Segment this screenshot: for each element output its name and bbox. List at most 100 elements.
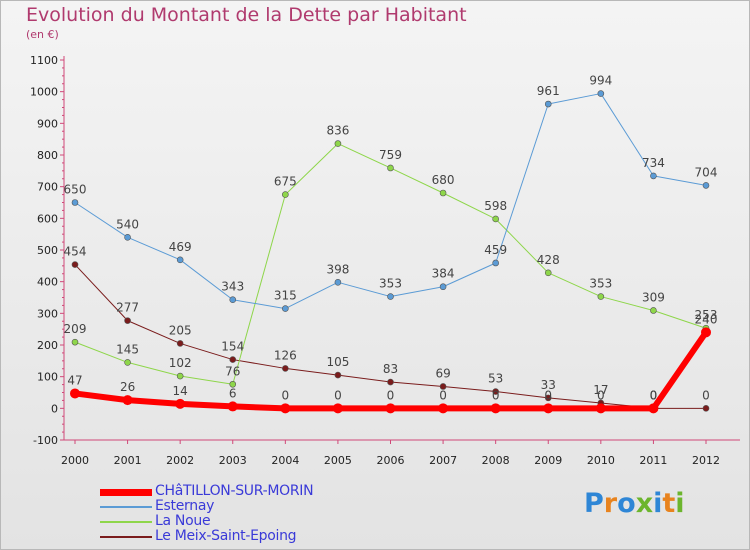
x-tick-label: 2007 — [429, 454, 457, 467]
data-label: 734 — [642, 156, 665, 170]
data-label: 0 — [597, 388, 605, 402]
x-tick-label: 2000 — [61, 454, 89, 467]
data-point — [544, 269, 552, 277]
legend-swatch — [100, 488, 152, 496]
data-point — [650, 307, 657, 314]
data-point — [334, 371, 342, 379]
y-tick-label: 800 — [37, 149, 58, 162]
logo-letter: r — [603, 488, 618, 519]
data-label: 343 — [221, 280, 244, 294]
data-point — [387, 378, 394, 386]
legend-label: La Noue — [155, 513, 211, 529]
data-point — [387, 293, 394, 300]
data-point — [282, 365, 289, 372]
data-point — [438, 403, 449, 414]
data-label: 33 — [541, 378, 556, 392]
data-point — [176, 372, 184, 380]
data-label: 126 — [274, 348, 297, 362]
data-label: 17 — [593, 383, 608, 397]
data-label: 0 — [387, 388, 395, 402]
y-tick-label: 0 — [51, 402, 58, 415]
x-tick-label: 2012 — [692, 454, 720, 467]
legend-label: Esternay — [155, 498, 215, 514]
data-point — [702, 405, 710, 412]
y-tick-label: 400 — [37, 276, 58, 289]
logo-letter: i — [653, 488, 663, 519]
x-tick-label: 2002 — [166, 454, 194, 467]
data-point — [650, 172, 657, 180]
data-point — [176, 340, 184, 347]
data-label: 0 — [702, 388, 710, 402]
data-label: 53 — [488, 372, 503, 386]
data-point — [334, 278, 342, 286]
legend-item: Le Meix-Saint-Epoing — [100, 529, 360, 544]
data-point — [543, 403, 554, 414]
legend-swatch — [100, 536, 152, 538]
data-label: 704 — [695, 165, 718, 179]
data-point — [439, 383, 447, 390]
data-point — [229, 296, 237, 304]
data-label: 469 — [169, 240, 192, 254]
y-tick-label: 600 — [37, 212, 58, 225]
data-label: 14 — [173, 384, 188, 398]
data-point — [544, 100, 552, 108]
data-label: 961 — [537, 84, 560, 98]
x-tick-label: 2009 — [534, 454, 562, 467]
x-tick-label: 2011 — [639, 454, 667, 467]
data-label: 0 — [650, 388, 658, 402]
legend-label: Le Meix-Saint-Epoing — [155, 528, 297, 544]
data-label: 69 — [435, 366, 450, 380]
y-tick-label: 700 — [37, 181, 58, 194]
logo-letter: o — [617, 488, 636, 519]
data-point — [597, 90, 605, 97]
y-tick-label: -100 — [33, 434, 58, 447]
y-tick-label: 200 — [37, 339, 58, 352]
data-point — [227, 401, 238, 412]
logo-letter: i — [675, 488, 685, 519]
data-label: 83 — [383, 362, 398, 376]
data-point — [229, 380, 237, 388]
legend-swatch — [100, 521, 152, 523]
data-point — [332, 403, 343, 414]
data-point — [282, 191, 289, 198]
y-tick-label: 500 — [37, 244, 58, 257]
x-tick-label: 2004 — [271, 454, 299, 467]
data-point — [71, 199, 79, 206]
data-point — [439, 283, 447, 291]
data-point — [124, 234, 131, 241]
axes: -100010020030040050060070080090010001100… — [30, 54, 740, 467]
data-point — [648, 403, 659, 414]
logo-letter: t — [662, 488, 676, 519]
data-label: 309 — [642, 290, 665, 304]
data-label: 0 — [650, 388, 658, 402]
data-point — [492, 388, 499, 395]
data-label: 540 — [116, 217, 139, 231]
data-label: 428 — [537, 253, 560, 267]
data-point — [597, 293, 605, 300]
data-label: 47 — [67, 373, 82, 387]
data-label: 459 — [484, 243, 507, 257]
data-point — [385, 403, 396, 414]
x-tick-label: 2008 — [482, 454, 510, 467]
legend-item: CHâTILLON-SUR-MORIN — [100, 484, 360, 499]
data-point — [71, 261, 79, 268]
data-point — [282, 305, 289, 312]
data-point — [124, 359, 131, 366]
data-label: 759 — [379, 148, 402, 162]
data-label: 102 — [169, 356, 192, 370]
legend-swatch — [100, 506, 152, 508]
legend-label: CHâTILLON-SUR-MORIN — [155, 483, 314, 499]
chart-title: Evolution du Montant de la Dette par Hab… — [26, 4, 467, 26]
x-tick-label: 2005 — [324, 454, 352, 467]
data-label: 145 — [116, 342, 139, 356]
data-point — [439, 189, 447, 197]
data-point — [595, 403, 606, 414]
proxiti-logo: Proxiti — [584, 488, 685, 519]
data-point — [229, 356, 237, 363]
data-label: 353 — [379, 277, 402, 291]
legend: CHâTILLON-SUR-MORIN Esternay La Noue Le Mei… — [100, 484, 360, 544]
data-label: 26 — [120, 380, 135, 394]
